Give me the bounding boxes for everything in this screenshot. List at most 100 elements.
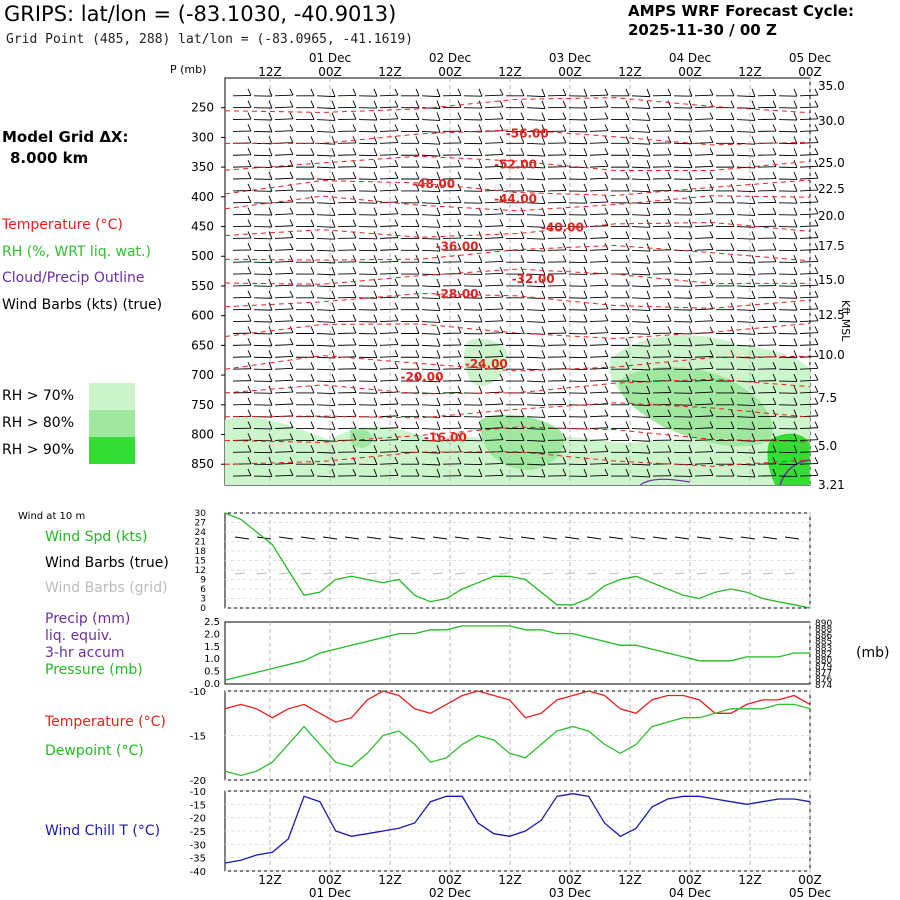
wind-barb (694, 201, 714, 204)
wind-barb (583, 350, 588, 358)
wind-barb (694, 462, 714, 465)
wind-barb (631, 475, 651, 478)
wind-barb (457, 397, 462, 405)
wind-barb (316, 190, 336, 193)
wind-barb (310, 433, 315, 441)
wind-barb (457, 88, 462, 96)
wind-barb (562, 457, 567, 464)
wind-barb (373, 314, 378, 323)
wind-barb (379, 439, 399, 441)
dewpoint-line (224, 703, 811, 777)
wind-barb (421, 142, 441, 145)
p-axis-title: P (mb) (170, 63, 207, 76)
wind-barb (478, 278, 483, 287)
wind-barb (520, 112, 525, 120)
wind-barb (730, 88, 735, 97)
wind-barb (625, 445, 630, 453)
wind-barb (667, 243, 672, 251)
wind-barb (436, 195, 441, 204)
wind-barb (709, 433, 714, 440)
wind-barb (421, 226, 441, 228)
wind-barb (289, 290, 294, 298)
wind-barb (751, 243, 756, 252)
wind-barb (478, 361, 483, 370)
wind-barb (583, 124, 588, 133)
contour-label: -20.00 (401, 370, 444, 384)
wind-barb (589, 142, 609, 144)
wind-tick-label: 9 (200, 576, 206, 586)
wind-barb (541, 409, 546, 418)
surface-wind-barb (696, 536, 712, 540)
wind-barb (694, 225, 714, 227)
wind-barb (268, 314, 273, 323)
wind-barb (415, 385, 420, 394)
wind-barb (394, 290, 399, 298)
wind-barb (799, 106, 819, 109)
wind-barb (484, 177, 504, 180)
temp-contour (224, 195, 811, 212)
wind-barb (583, 112, 588, 121)
wind-barb (814, 290, 819, 298)
wind-barb (541, 302, 546, 311)
wind-barb (589, 356, 609, 358)
wind-barb (646, 278, 651, 287)
wind-barb (457, 457, 462, 464)
wind-barb (583, 148, 588, 156)
bottom-hour-label: 12Z (378, 873, 402, 887)
wind-barb (526, 202, 546, 205)
wind-barb (631, 190, 651, 193)
wind-barb (730, 290, 735, 299)
wind-barb (589, 225, 609, 227)
pressure-tick-label: 800 (191, 427, 214, 441)
wind-barb (499, 350, 504, 357)
wind-barb (436, 409, 441, 418)
wind-barb (814, 433, 819, 440)
surface-wind-barb (718, 536, 734, 540)
wind-barb (484, 237, 504, 239)
wind-barb (247, 159, 252, 167)
wind-barb (436, 124, 441, 133)
wind-barb (373, 361, 378, 370)
wind-barb (562, 231, 567, 239)
wind-barb (316, 107, 336, 109)
wind-barb (730, 314, 735, 322)
wind-barb (268, 266, 273, 275)
pressure-tick-label: 885 (815, 638, 832, 648)
wind-barb (814, 326, 819, 333)
wind-barb (373, 385, 378, 394)
wind-barb (751, 385, 756, 394)
wind-barb (373, 338, 378, 346)
wind-barb (793, 207, 798, 216)
wind-barb (562, 100, 567, 108)
wind-barb (799, 320, 819, 323)
wind-barb (484, 106, 504, 109)
wind-barb (730, 171, 735, 180)
wind-barb (667, 207, 672, 215)
wind-barb (694, 320, 714, 323)
wind-barb (772, 278, 777, 286)
wind-barb (289, 148, 294, 155)
wind-barb (289, 326, 294, 333)
legend-wind-barbs-grid: Wind Barbs (grid) (45, 580, 168, 596)
wind-barb (289, 231, 294, 238)
wind-barb (736, 428, 756, 430)
wind-barb (583, 183, 588, 192)
wind-barb (694, 249, 714, 251)
wind-barb (793, 266, 798, 275)
wind-barb (268, 243, 273, 251)
wind-barb (793, 100, 798, 109)
wind-barb (421, 333, 441, 335)
wind-barb (625, 231, 630, 239)
wind-barb (541, 231, 546, 240)
wind-barb (793, 338, 798, 346)
wind-barb (310, 243, 315, 251)
contour-label: -24.00 (465, 357, 508, 371)
wind-barb (520, 255, 525, 263)
contour-label: -28.00 (436, 287, 479, 301)
wind-barb (499, 302, 504, 310)
wind-barb (274, 308, 294, 311)
wind-barb (688, 148, 693, 156)
wind-barb (415, 338, 420, 346)
kft-tick-label: 3.21 (818, 478, 845, 492)
